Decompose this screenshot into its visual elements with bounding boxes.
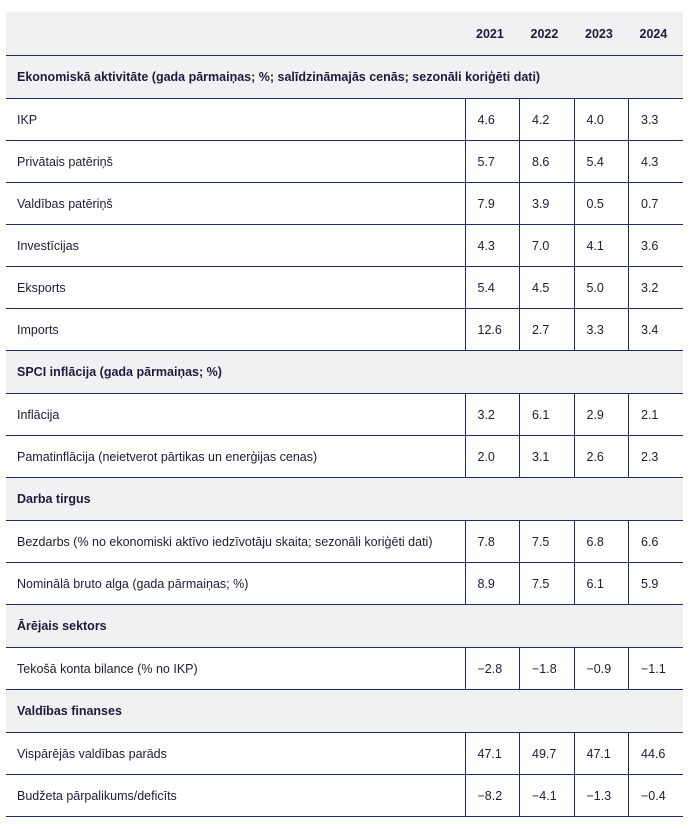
value-cell: 3.3 [573, 308, 629, 351]
value-cell: 3.3 [628, 98, 683, 141]
value-cell: 47.1 [464, 732, 520, 775]
value-cell: 4.2 [519, 98, 574, 141]
row-label: Investīcijas [6, 224, 465, 267]
section-title: SPCI inflācija (gada pārmaiņas; %) [6, 350, 683, 394]
value-cell: 47.1 [573, 732, 629, 775]
header-year: 2023 [574, 12, 629, 56]
value-cell: 49.7 [519, 732, 574, 775]
row-label: Privātais patēriņš [6, 140, 465, 183]
value-cell: 5.0 [573, 266, 629, 309]
value-cell: 3.2 [628, 266, 683, 309]
value-cell: 5.9 [628, 562, 683, 605]
value-cell: −0.9 [573, 647, 629, 690]
value-cell: 6.1 [573, 562, 629, 605]
section-header-row: Darba tirgus [6, 477, 683, 521]
header-year: 2022 [519, 12, 574, 56]
section-header-row: Ārējais sektors [6, 604, 683, 648]
value-cell: 7.0 [519, 224, 574, 267]
row-label: Valdības patēriņš [6, 182, 465, 225]
value-cell: 12.6 [464, 308, 520, 351]
value-cell: −1.8 [519, 647, 574, 690]
section-header-row: Ekonomiskā aktivitāte (gada pārmaiņas; %… [6, 55, 683, 99]
value-cell: −0.4 [628, 774, 683, 817]
value-cell: 7.8 [464, 520, 520, 563]
value-cell: 3.2 [464, 393, 520, 436]
row-label: Eksports [6, 266, 465, 309]
table-row: Eksports 5.4 4.5 5.0 3.2 [6, 266, 683, 309]
value-cell: 2.7 [519, 308, 574, 351]
value-cell: 7.5 [519, 520, 574, 563]
value-cell: 0.7 [628, 182, 683, 225]
row-label: Budžeta pārpalikums/deficīts [6, 774, 465, 817]
value-cell: −1.1 [628, 647, 683, 690]
section-header-row: SPCI inflācija (gada pārmaiņas; %) [6, 350, 683, 394]
value-cell: 44.6 [628, 732, 683, 775]
table-row: Budžeta pārpalikums/deficīts −8.2 −4.1 −1.3… [6, 774, 683, 817]
value-cell: 7.5 [519, 562, 574, 605]
table-row: Pamatinflācija (neietverot pārtikas un e… [6, 435, 683, 478]
section-title: Ekonomiskā aktivitāte (gada pārmaiņas; %… [6, 55, 683, 99]
value-cell: −8.2 [464, 774, 520, 817]
value-cell: 6.8 [573, 520, 629, 563]
value-cell: −1.3 [573, 774, 629, 817]
value-cell: 3.6 [628, 224, 683, 267]
table-body: Ekonomiskā aktivitāte (gada pārmaiņas; %… [6, 55, 683, 817]
table-row: IKP 4.6 4.2 4.0 3.3 [6, 98, 683, 141]
table-row: Valdības patēriņš 7.9 3.9 0.5 0.7 [6, 182, 683, 225]
value-cell: 4.5 [519, 266, 574, 309]
table-row: Bezdarbs (% no ekonomiski aktīvo iedzīvo… [6, 520, 683, 563]
header-year: 2024 [628, 12, 683, 56]
header-row: 2021 2022 2023 2024 [6, 12, 683, 56]
value-cell: 2.6 [573, 435, 629, 478]
header-year: 2021 [465, 12, 520, 56]
forecast-table: 2021 2022 2023 2024 Ekonomiskā aktivitāt… [6, 12, 683, 817]
table-row: Privātais patēriņš 5.7 8.6 5.4 4.3 [6, 140, 683, 183]
table-row: Imports 12.6 2.7 3.3 3.4 [6, 308, 683, 351]
section-title: Darba tirgus [6, 477, 683, 521]
row-label: Bezdarbs (% no ekonomiski aktīvo iedzīvo… [6, 520, 465, 563]
row-label: Imports [6, 308, 465, 351]
table-row: Vispārējās valdības parāds 47.1 49.7 47.1 44… [6, 732, 683, 775]
value-cell: 2.1 [628, 393, 683, 436]
value-cell: 0.5 [573, 182, 629, 225]
row-label: Vispārējās valdības parāds [6, 732, 465, 775]
value-cell: 5.7 [464, 140, 520, 183]
value-cell: 8.9 [464, 562, 520, 605]
value-cell: 5.4 [464, 266, 520, 309]
section-header-row: Valdības finanses [6, 689, 683, 733]
table-row: Investīcijas 4.3 7.0 4.1 3.6 [6, 224, 683, 267]
value-cell: 2.3 [628, 435, 683, 478]
table-row: Nominālā bruto alga (gada pārmaiņas; %) 8… [6, 562, 683, 605]
value-cell: 2.0 [464, 435, 520, 478]
value-cell: 6.1 [519, 393, 574, 436]
table-row: Tekošā konta bilance (% no IKP) −2.8 −1.8−… [6, 647, 683, 690]
section-title: Valdības finanses [6, 689, 683, 733]
value-cell: 4.3 [628, 140, 683, 183]
row-label: Tekošā konta bilance (% no IKP) [6, 647, 465, 690]
header-label-cell [6, 12, 465, 56]
value-cell: 4.1 [573, 224, 629, 267]
value-cell: 3.1 [519, 435, 574, 478]
value-cell: 7.9 [464, 182, 520, 225]
section-title: Ārējais sektors [6, 604, 683, 648]
row-label: Nominālā bruto alga (gada pārmaiņas; %) [6, 562, 465, 605]
value-cell: 3.4 [628, 308, 683, 351]
value-cell: 4.0 [573, 98, 629, 141]
value-cell: 6.6 [628, 520, 683, 563]
row-label: Inflācija [6, 393, 465, 436]
forecast-table-container: 2021 2022 2023 2024 Ekonomiskā aktivitāt… [6, 12, 683, 817]
value-cell: 4.6 [464, 98, 520, 141]
row-label: IKP [6, 98, 465, 141]
value-cell: 2.9 [573, 393, 629, 436]
table-header: 2021 2022 2023 2024 [6, 12, 683, 56]
value-cell: 8.6 [519, 140, 574, 183]
value-cell: −4.1 [519, 774, 574, 817]
value-cell: 5.4 [573, 140, 629, 183]
value-cell: 3.9 [519, 182, 574, 225]
value-cell: 4.3 [464, 224, 520, 267]
table-row: Inflācija 3.2 6.1 2.9 2.1 [6, 393, 683, 436]
value-cell: −2.8 [464, 647, 520, 690]
row-label: Pamatinflācija (neietverot pārtikas un e… [6, 435, 465, 478]
